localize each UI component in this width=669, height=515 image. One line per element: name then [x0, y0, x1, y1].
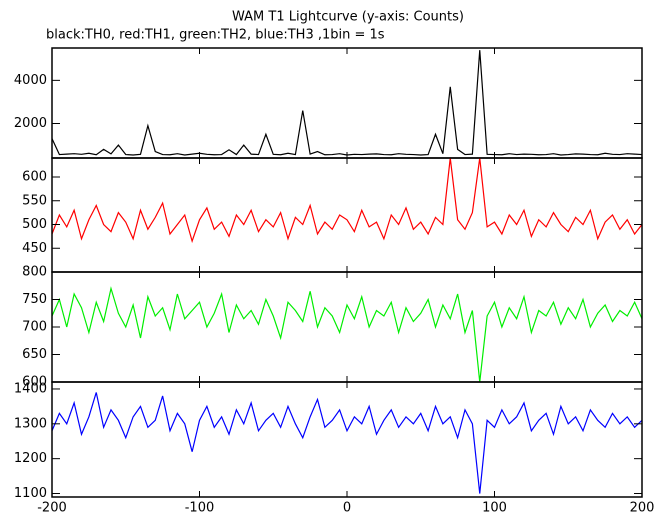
y-tick-label: 1300: [14, 416, 47, 431]
panel-frame: [51, 271, 643, 383]
y-tick-label: 700: [22, 320, 47, 335]
y-tick-label: 550: [22, 193, 47, 208]
light-curve: [51, 50, 643, 156]
y-tick-label: 800: [22, 265, 47, 280]
x-tick-label: 100: [482, 501, 507, 515]
y-tick-label: 450: [22, 241, 47, 256]
x-tick-label: 200: [630, 501, 655, 515]
y-tick-label: 4000: [14, 73, 47, 88]
y-tick-label: 2000: [14, 116, 47, 131]
light-curve: [51, 392, 643, 494]
y-tick-label: 1400: [14, 381, 47, 396]
y-tick-label: 1100: [14, 486, 47, 501]
x-tick-label: -200: [37, 501, 67, 515]
y-tick-label: 1200: [14, 451, 47, 466]
light-curve: [51, 157, 643, 244]
x-tick-label: -100: [185, 501, 215, 515]
x-tick-label: 0: [343, 501, 351, 515]
panel-frame: [51, 157, 643, 273]
chart-title: WAM T1 Lightcurve (y-axis: Counts): [232, 10, 464, 25]
panel-frame: [51, 381, 643, 498]
chart-subtitle: black:TH0, red:TH1, green:TH2, blue:TH3 …: [46, 28, 385, 43]
panel-frame: [51, 47, 643, 159]
y-tick-label: 600: [22, 170, 47, 185]
light-curve: [51, 286, 643, 383]
y-tick-label: 600: [22, 375, 47, 390]
y-tick-label: 650: [22, 347, 47, 362]
y-tick-label: 750: [22, 292, 47, 307]
y-tick-label: 500: [22, 217, 47, 232]
